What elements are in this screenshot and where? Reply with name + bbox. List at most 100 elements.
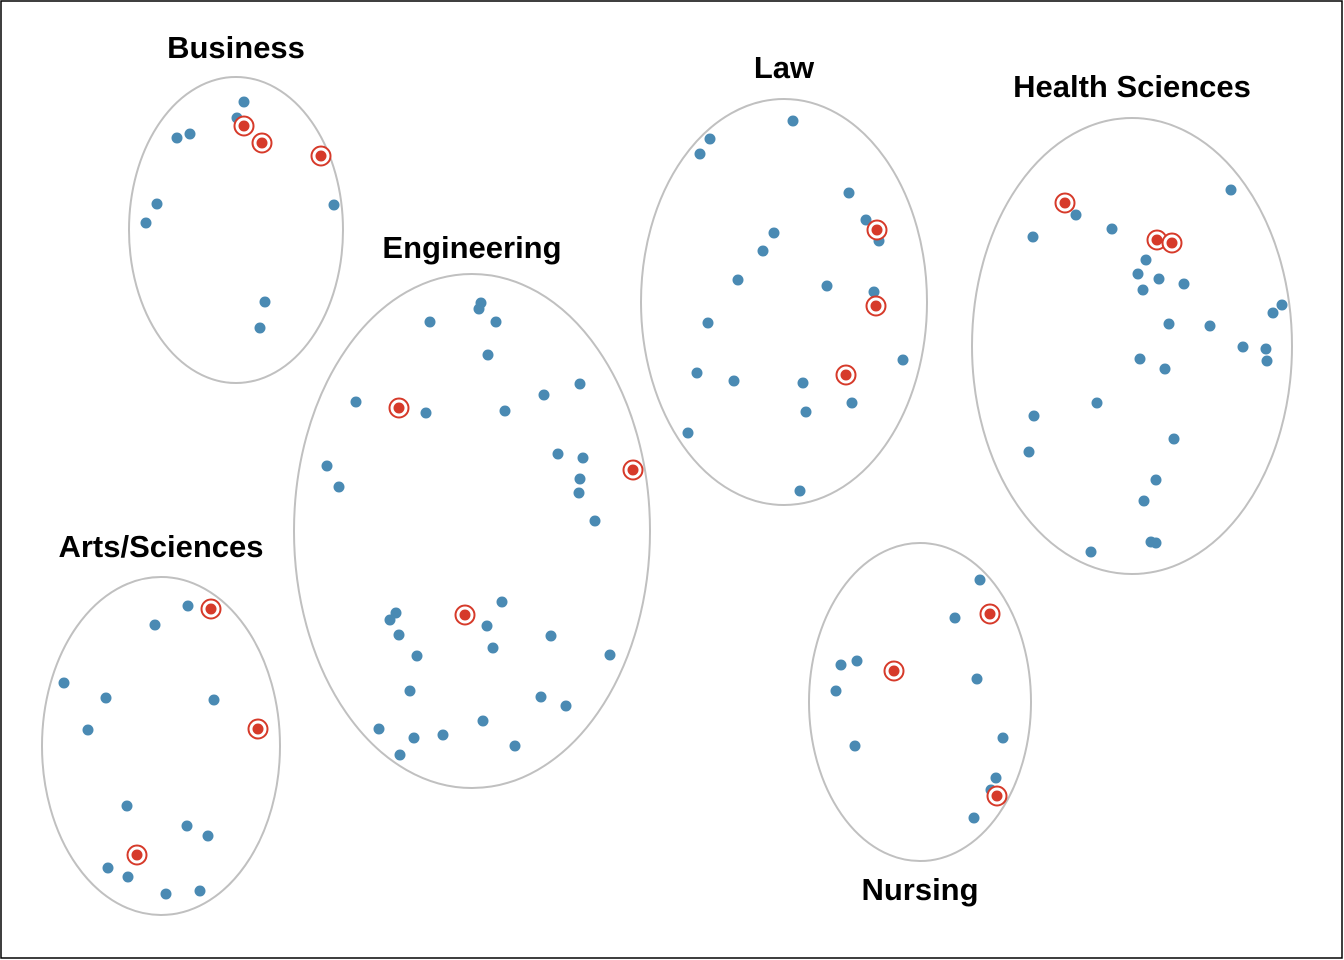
unselected-point [393,629,405,641]
unselected-point [1225,184,1237,196]
unselected-point [830,685,842,697]
unselected-point [1150,537,1162,549]
unselected-point [1204,320,1216,332]
unselected-point [151,198,163,210]
unselected-point [184,128,196,140]
unselected-point [573,487,585,499]
unselected-point [490,316,502,328]
unselected-point [574,378,586,390]
unselected-point [499,405,511,417]
selected-point [627,464,639,476]
unselected-point [1070,209,1082,221]
unselected-point [860,214,872,226]
points-arts-sciences [58,598,269,900]
unselected-point [589,515,601,527]
unselected-point [182,600,194,612]
unselected-point [350,396,362,408]
unselected-point [794,485,806,497]
unselected-point [851,655,863,667]
unselected-point [1140,254,1152,266]
unselected-point [121,800,133,812]
cluster-business: Business [128,30,344,384]
unselected-point [482,349,494,361]
points-engineering [321,297,644,761]
selected-point [131,849,143,861]
unselected-point [757,245,769,257]
unselected-point [481,620,493,632]
unselected-point [538,389,550,401]
cluster-ellipse-nursing [808,542,1032,862]
unselected-point [1260,343,1272,355]
cluster-health-sciences: Health Sciences [971,69,1293,575]
unselected-point [704,133,716,145]
points-nursing [830,574,1009,824]
unselected-point [1267,307,1279,319]
unselected-point [552,448,564,460]
cluster-label-arts-sciences: Arts/Sciences [58,529,263,564]
cluster-ellipse-business [128,76,344,384]
unselected-point [691,367,703,379]
unselected-point [238,96,250,108]
cluster-arts-sciences: Arts/Sciences [41,529,281,916]
selected-point [888,665,900,677]
unselected-point [149,619,161,631]
unselected-point [694,148,706,160]
selected-point [871,224,883,236]
cluster-engineering: Engineering [293,230,651,789]
cluster-ellipse-health-sciences [971,117,1293,575]
unselected-point [1150,474,1162,486]
unselected-point [509,740,521,752]
selected-point [1166,237,1178,249]
cluster-ellipse-arts-sciences [41,576,281,916]
unselected-point [768,227,780,239]
selected-point [315,150,327,162]
unselected-point [1134,353,1146,365]
unselected-point [1276,299,1288,311]
unselected-point [1091,397,1103,409]
unselected-point [968,812,980,824]
unselected-point [140,217,152,229]
unselected-point [843,187,855,199]
cluster-label-health-sciences: Health Sciences [1013,69,1251,104]
unselected-point [971,673,983,685]
unselected-point [732,274,744,286]
unselected-point [787,115,799,127]
unselected-point [171,132,183,144]
unselected-point [868,286,880,298]
unselected-point [424,316,436,328]
unselected-point [477,715,489,727]
cluster-ellipse-engineering [293,273,651,789]
unselected-point [1178,278,1190,290]
cluster-label-nursing: Nursing [861,872,978,907]
points-health-sciences [1023,184,1288,558]
unselected-point [1159,363,1171,375]
unselected-point [702,317,714,329]
selected-point [991,790,1003,802]
selected-point [256,137,268,149]
unselected-point [897,354,909,366]
unselected-point [574,473,586,485]
unselected-point [1153,273,1165,285]
selected-point [1059,197,1071,209]
unselected-point [1028,410,1040,422]
unselected-point [202,830,214,842]
unselected-point [102,862,114,874]
unselected-point [259,296,271,308]
unselected-point [82,724,94,736]
cluster-law: Law [640,50,928,506]
unselected-point [254,322,266,334]
unselected-point [577,452,589,464]
cluster-label-law: Law [754,50,815,85]
selected-point [870,300,882,312]
selected-point [238,120,250,132]
selected-point [840,369,852,381]
unselected-point [496,596,508,608]
unselected-point [1132,268,1144,280]
unselected-point [949,612,961,624]
unselected-point [835,659,847,671]
unselected-point [384,614,396,626]
unselected-point [1137,284,1149,296]
points-business [140,96,340,334]
